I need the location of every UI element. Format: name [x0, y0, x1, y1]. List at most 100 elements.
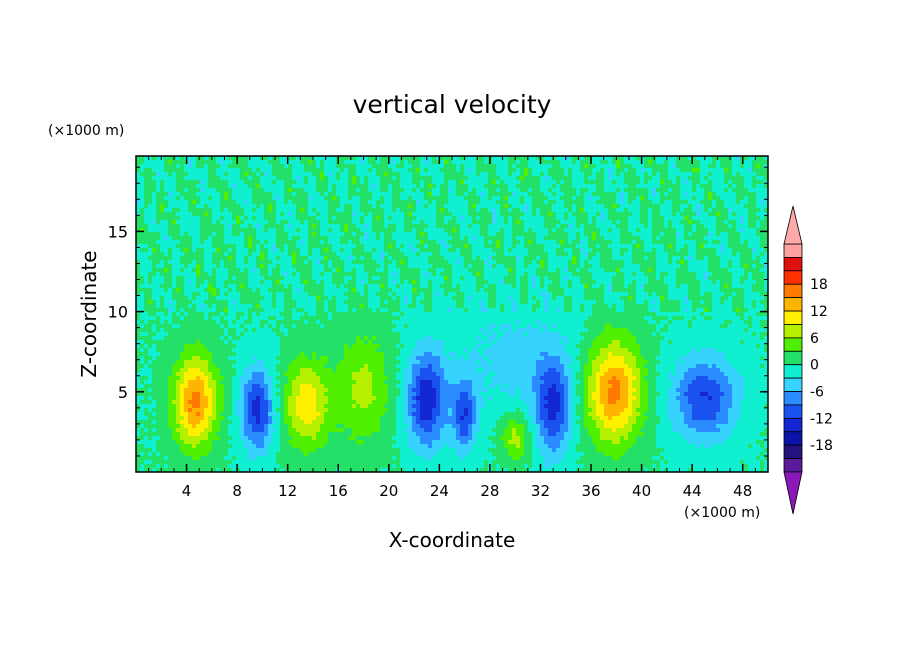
field-cell	[204, 208, 209, 213]
field-cell	[360, 156, 365, 161]
field-cell	[488, 280, 493, 285]
field-cell	[744, 196, 749, 201]
field-cell	[712, 196, 717, 201]
field-cell	[728, 248, 733, 253]
field-cell	[764, 256, 769, 261]
field-cell	[708, 164, 713, 169]
field-cell	[148, 176, 153, 181]
field-cell	[348, 248, 353, 253]
field-cell	[540, 228, 545, 233]
field-cell	[344, 224, 349, 229]
field-cell	[300, 256, 305, 261]
field-cell	[680, 272, 685, 277]
field-cell	[676, 192, 681, 197]
field-cell	[356, 268, 361, 273]
field-cell	[332, 216, 337, 221]
field-cell	[304, 276, 309, 281]
field-cell	[644, 236, 649, 241]
field-cell	[416, 160, 421, 165]
field-cell	[680, 236, 685, 241]
field-cell	[256, 264, 261, 269]
field-cell	[640, 200, 645, 205]
field-cell	[636, 176, 641, 181]
field-cell	[396, 268, 401, 273]
field-cell	[684, 260, 689, 265]
field-cell	[720, 228, 725, 233]
field-cell	[200, 200, 205, 205]
field-cell	[352, 192, 357, 197]
field-cell	[372, 252, 377, 257]
field-cell	[568, 160, 573, 165]
field-cell	[320, 256, 325, 261]
field-cell	[724, 188, 729, 193]
field-cell	[292, 204, 297, 209]
field-cell	[324, 276, 329, 281]
field-cell	[512, 156, 517, 161]
field-cell	[292, 212, 297, 217]
field-cell	[396, 228, 401, 233]
field-cell	[748, 160, 753, 165]
field-cell	[204, 244, 209, 249]
field-cell	[328, 180, 333, 185]
field-cell	[252, 164, 257, 169]
field-cell	[732, 220, 737, 225]
field-cell	[652, 276, 657, 281]
field-cell	[572, 232, 577, 237]
field-cell	[400, 220, 405, 225]
field-cell	[444, 280, 449, 285]
field-cell	[204, 220, 209, 225]
field-cell	[636, 188, 641, 193]
field-cell	[520, 264, 525, 269]
field-cell	[300, 204, 305, 209]
field-cell	[476, 204, 481, 209]
field-cell	[584, 240, 589, 245]
field-cell	[688, 228, 693, 233]
field-cell	[424, 260, 429, 265]
field-cell	[324, 200, 329, 205]
field-cell	[308, 220, 313, 225]
field-cell	[432, 276, 437, 281]
field-cell	[152, 220, 157, 225]
field-cell	[416, 260, 421, 265]
field-cell	[540, 212, 545, 217]
field-cell	[200, 160, 205, 165]
field-cell	[368, 180, 373, 185]
field-cell	[292, 232, 297, 237]
field-cell	[512, 164, 517, 169]
field-cell	[196, 200, 201, 205]
field-cell	[252, 268, 257, 273]
field-cell	[148, 212, 153, 217]
field-cell	[660, 184, 665, 189]
field-cell	[636, 160, 641, 165]
field-cell	[680, 208, 685, 213]
field-cell	[364, 280, 369, 285]
field-cell	[388, 212, 393, 217]
field-cell	[184, 188, 189, 193]
field-cell	[344, 180, 349, 185]
field-cell	[456, 212, 461, 217]
field-cell	[292, 208, 297, 213]
field-cell	[548, 216, 553, 221]
field-cell	[456, 164, 461, 169]
field-cell	[532, 220, 537, 225]
field-cell	[392, 208, 397, 213]
field-cell	[396, 180, 401, 185]
field-cell	[468, 232, 473, 237]
field-cell	[464, 276, 469, 281]
field-cell	[200, 180, 205, 185]
field-cell	[320, 176, 325, 181]
field-cell	[508, 228, 513, 233]
field-cell	[676, 268, 681, 273]
field-cell	[736, 228, 741, 233]
field-cell	[580, 200, 585, 205]
field-cell	[628, 192, 633, 197]
field-cell	[448, 168, 453, 173]
field-cell	[604, 248, 609, 253]
field-cell	[364, 220, 369, 225]
field-cell	[652, 176, 657, 181]
field-cell	[676, 180, 681, 185]
field-cell	[676, 244, 681, 249]
field-cell	[308, 260, 313, 265]
field-cell	[596, 188, 601, 193]
field-cell	[256, 212, 261, 217]
